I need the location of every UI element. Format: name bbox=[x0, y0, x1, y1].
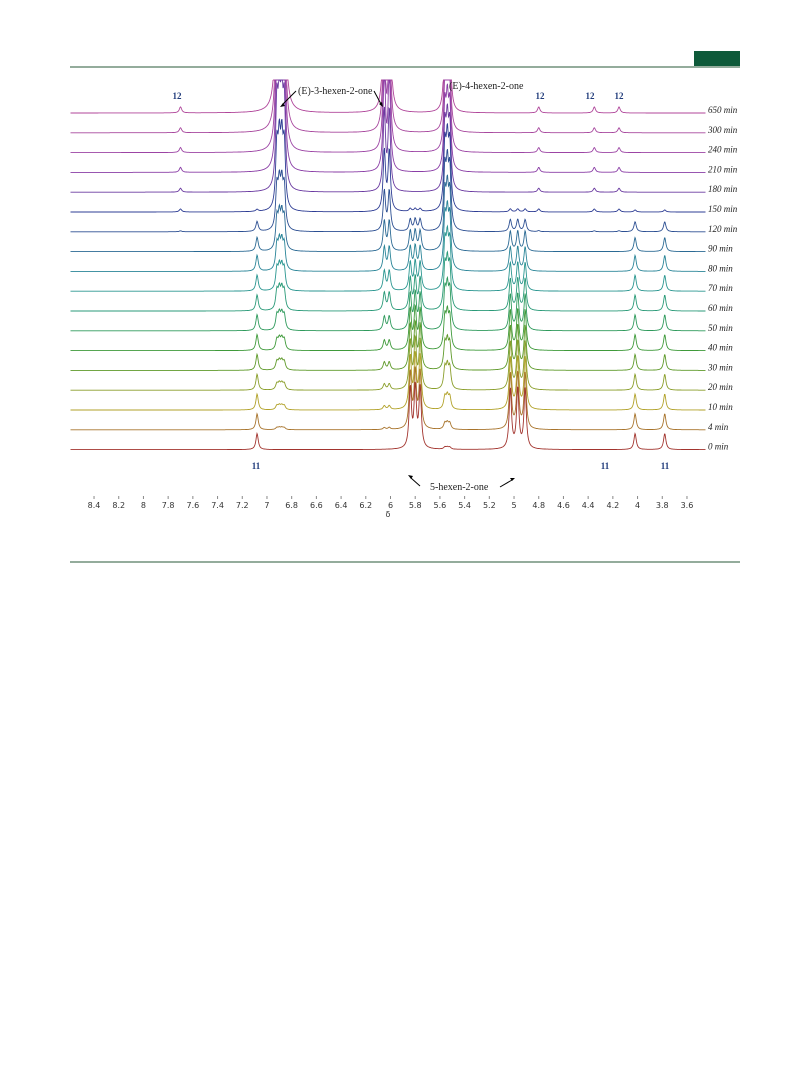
x-axis-label: δ bbox=[386, 510, 391, 519]
trace-label: 650 min bbox=[708, 105, 738, 115]
arrow bbox=[499, 479, 513, 488]
x-tick-label: 6.8 bbox=[285, 501, 298, 510]
arrow-head bbox=[280, 103, 285, 107]
spectrum bbox=[70, 303, 706, 352]
spectrum bbox=[70, 79, 706, 193]
peak-label: 11 bbox=[252, 461, 261, 471]
x-tick-label: 8.4 bbox=[88, 501, 101, 510]
x-tick-label: 6.4 bbox=[335, 501, 348, 510]
spectrum bbox=[70, 224, 706, 292]
trace-label: 4 min bbox=[708, 422, 729, 432]
x-tick-label: 4.4 bbox=[582, 501, 595, 510]
peak-label: 12 bbox=[173, 91, 183, 101]
trace-label: 240 min bbox=[708, 145, 738, 155]
trace-label: 90 min bbox=[708, 244, 733, 254]
trace-label: 40 min bbox=[708, 343, 733, 353]
x-tick-label: 6 bbox=[388, 501, 393, 510]
trace-label: 120 min bbox=[708, 224, 738, 234]
x-tick-label: 4.8 bbox=[532, 501, 545, 510]
x-tick-label: 6.6 bbox=[310, 501, 323, 510]
arrow bbox=[410, 477, 421, 487]
spectrum bbox=[70, 366, 706, 431]
spectrum bbox=[70, 148, 706, 233]
spectrum bbox=[70, 200, 706, 272]
peak-label: 12 bbox=[536, 91, 546, 101]
annotation: 5-hexen-2-one bbox=[430, 482, 489, 493]
arrow bbox=[373, 90, 382, 105]
peak-label: 12 bbox=[586, 91, 596, 101]
trace-label: 30 min bbox=[707, 362, 733, 372]
peak-label: 11 bbox=[601, 461, 610, 471]
x-tick-label: 5.2 bbox=[483, 501, 496, 510]
x-tick-label: 4.2 bbox=[606, 501, 619, 510]
figure: 8.4 8.2 8 7.8 7.6 7.4 7.2 7 6.8 6.6 6.4 6.2 6 5.8 5.6 5… bbox=[70, 79, 738, 510]
x-tick-label: 6.2 bbox=[359, 501, 372, 510]
trace-label: 150 min bbox=[708, 204, 738, 214]
peak-label: 11 bbox=[661, 461, 670, 471]
arrow-head bbox=[379, 102, 383, 107]
spectrum bbox=[70, 174, 706, 253]
spectrum bbox=[70, 79, 706, 154]
x-tick-label: 7.2 bbox=[236, 501, 249, 510]
spectrum bbox=[70, 381, 706, 451]
spectrum bbox=[70, 275, 706, 332]
annotation: (E)-4-hexen-2-one bbox=[449, 81, 524, 92]
x-tick-label: 3.8 bbox=[656, 501, 669, 510]
x-tick-label: 7.4 bbox=[211, 501, 224, 510]
spectrum bbox=[70, 79, 706, 173]
spectrum bbox=[70, 319, 706, 371]
spectrum bbox=[70, 250, 706, 312]
trace-label: 10 min bbox=[708, 402, 733, 412]
x-tick-label: 7.6 bbox=[186, 501, 199, 510]
arrow-head bbox=[408, 475, 413, 479]
trace-label: 60 min bbox=[708, 303, 733, 313]
trace-label: 0 min bbox=[708, 442, 729, 452]
trace-label: 210 min bbox=[708, 164, 738, 174]
x-tick-label: 4 bbox=[635, 501, 640, 510]
peak-label: 12 bbox=[615, 91, 625, 101]
spectrum bbox=[70, 351, 706, 411]
journal-badge bbox=[694, 51, 740, 66]
annotation: (E)-3-hexen-2-one bbox=[298, 86, 373, 97]
trace-label: 180 min bbox=[708, 184, 738, 194]
arrow-head bbox=[510, 478, 515, 481]
x-tick-label: 5.6 bbox=[434, 501, 447, 510]
trace-label: 300 min bbox=[707, 125, 738, 135]
spectrum bbox=[70, 118, 706, 213]
x-tick-label: 5 bbox=[511, 501, 516, 510]
trace-label: 50 min bbox=[708, 323, 733, 333]
spectrum bbox=[70, 334, 706, 391]
x-tick-label: 8 bbox=[141, 501, 146, 510]
x-tick-label: 5.4 bbox=[458, 501, 471, 510]
x-tick-label: 8.2 bbox=[112, 501, 125, 510]
arrow bbox=[282, 90, 297, 105]
x-tick-label: 3.6 bbox=[681, 501, 694, 510]
trace-label: 20 min bbox=[708, 382, 733, 392]
trace-label: 80 min bbox=[708, 263, 733, 273]
x-tick-label: 5.8 bbox=[409, 501, 422, 510]
trace-label: 70 min bbox=[708, 283, 733, 293]
x-tick-label: 7 bbox=[264, 501, 269, 510]
x-tick-label: 7.8 bbox=[162, 501, 175, 510]
x-tick-label: 4.6 bbox=[557, 501, 570, 510]
